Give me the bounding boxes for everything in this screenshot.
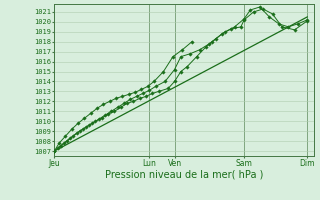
X-axis label: Pression niveau de la mer( hPa ): Pression niveau de la mer( hPa ) [105,170,263,180]
